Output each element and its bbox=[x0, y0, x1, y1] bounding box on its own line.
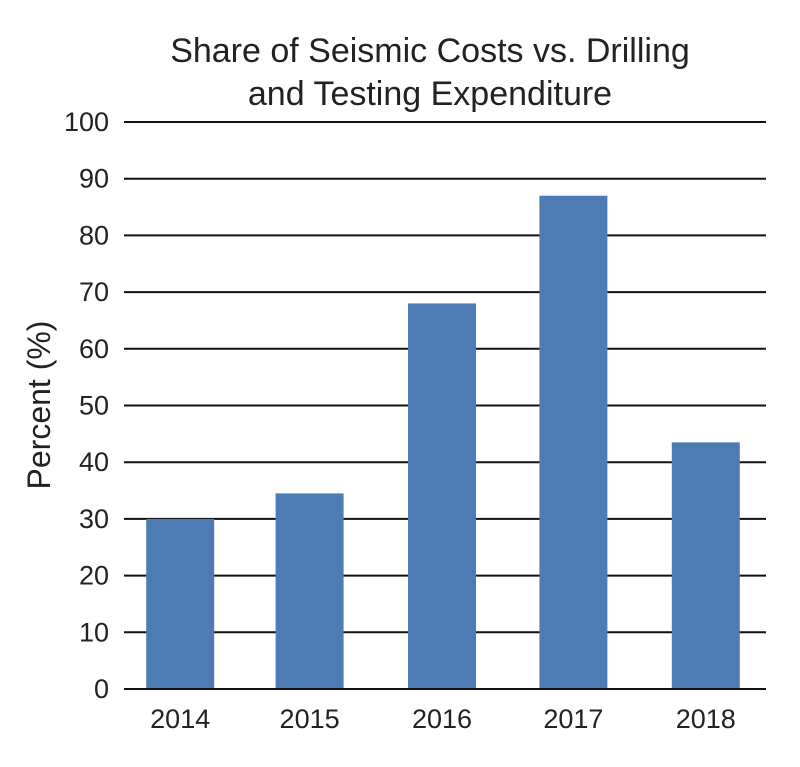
x-tick-label: 2016 bbox=[412, 704, 472, 734]
y-tick-label: 20 bbox=[79, 561, 109, 591]
x-tick-label: 2015 bbox=[280, 704, 340, 734]
bar-2018 bbox=[671, 442, 740, 689]
y-tick-label: 100 bbox=[64, 107, 109, 137]
chart-title-line-2: and Testing Expenditure bbox=[247, 75, 613, 113]
bar-2015 bbox=[275, 493, 344, 689]
x-tick-label: 2014 bbox=[150, 704, 210, 734]
bar-2016 bbox=[408, 303, 476, 689]
x-tick-label: 2017 bbox=[543, 704, 603, 734]
y-tick-label: 40 bbox=[79, 447, 109, 477]
y-tick-label: 80 bbox=[79, 220, 109, 250]
y-tick-label: 90 bbox=[79, 164, 109, 194]
y-tick-label: 60 bbox=[79, 334, 109, 364]
y-tick-label: 10 bbox=[79, 617, 109, 647]
y-axis-label: Percent (%) bbox=[21, 321, 57, 490]
y-tick-label: 0 bbox=[94, 674, 109, 704]
chart-title-line-1: Share of Seismic Costs vs. Drilling bbox=[170, 32, 690, 70]
bar-2014 bbox=[146, 518, 215, 689]
y-tick-label: 70 bbox=[79, 277, 109, 307]
x-tick-labels: 2014 2015 2016 2017 2018 bbox=[150, 704, 736, 734]
x-tick-label: 2018 bbox=[676, 704, 736, 734]
bars bbox=[124, 195, 766, 690]
y-tick-label: 30 bbox=[79, 504, 109, 534]
chart-title: Share of Seismic Costs vs. Drilling and … bbox=[0, 30, 800, 116]
y-tick-label: 50 bbox=[79, 391, 109, 421]
bar-2017 bbox=[539, 195, 608, 689]
y-tick-labels: 0 10 20 30 40 50 60 70 80 90 100 bbox=[64, 107, 109, 704]
